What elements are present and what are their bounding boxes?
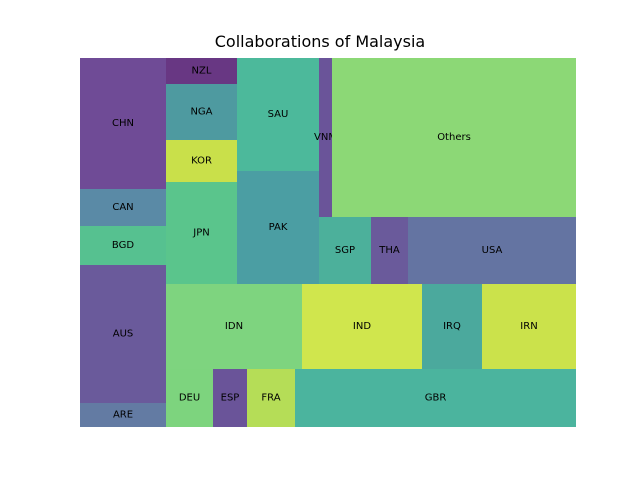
treemap-cell-irq: IRQ [422,284,482,369]
treemap-cell-nga: NGA [166,84,237,140]
treemap-label-irn: IRN [520,321,537,332]
treemap-rect-deu [166,369,213,427]
treemap-cell-vnm: VNM [314,58,337,217]
treemap-cell-bgd: BGD [80,226,166,265]
treemap-rect-nzl [166,58,237,84]
treemap-rect-sgp [319,217,371,284]
treemap-rect-chn [80,58,166,189]
treemap-rect-can [80,189,166,226]
treemap-label-jpn: JPN [192,228,209,239]
treemap-cell-nzl: NZL [166,58,237,84]
treemap-label-esp: ESP [221,393,240,404]
treemap-label-sgp: SGP [335,245,355,256]
treemap-label-are: ARE [113,410,133,421]
treemap-label-pak: PAK [269,222,288,233]
treemap-cell-are: ARE [80,403,166,427]
treemap-label-can: CAN [112,202,133,213]
treemap-rect-sau [237,58,319,171]
treemap-label-chn: CHN [112,118,134,129]
treemap-cell-chn: CHN [80,58,166,189]
treemap-label-aus: AUS [113,329,134,340]
treemap-rect-kor [166,140,237,182]
chart-title: Collaborations of Malaysia [214,32,426,51]
treemap-cell-others: Others [332,58,576,217]
treemap-rect-bgd [80,226,166,265]
treemap-rect-are [80,403,166,427]
treemap-cell-fra: FRA [247,369,295,427]
treemap-rect-gbr [295,369,576,427]
treemap-cell-gbr: GBR [295,369,576,427]
treemap-label-nzl: NZL [192,66,212,77]
treemap-label-bgd: BGD [112,240,134,251]
treemap-cell-deu: DEU [166,369,213,427]
treemap-label-tha: THA [378,245,400,256]
treemap-cell-kor: KOR [166,140,237,182]
treemap-rect-fra [247,369,295,427]
treemap-cell-usa: USA [408,217,576,284]
treemap-cell-tha: THA [371,217,408,284]
treemap-rect-aus [80,265,166,403]
treemap-rect-nga [166,84,237,140]
treemap-cell-jpn: JPN [166,182,237,284]
treemap-label-sau: SAU [268,109,289,120]
treemap-rect-irn [482,284,576,369]
treemap-rect-usa [408,217,576,284]
treemap-cell-idn: IDN [166,284,302,369]
treemap-label-usa: USA [482,245,503,256]
treemap-label-kor: KOR [191,156,212,167]
treemap-cell-esp: ESP [213,369,247,427]
treemap-cell-aus: AUS [80,265,166,403]
treemap-cell-irn: IRN [482,284,576,369]
treemap-label-gbr: GBR [425,393,447,404]
treemap-rect-others [332,58,576,217]
treemap-rect-pak [237,171,319,284]
treemap-label-nga: NGA [190,107,212,118]
treemap-label-irq: IRQ [443,321,461,332]
treemap-cell-pak: PAK [237,171,319,284]
treemap-rect-irq [422,284,482,369]
treemap-cell-sgp: SGP [319,217,371,284]
treemap-label-idn: IDN [225,321,243,332]
treemap-label-fra: FRA [261,393,280,404]
treemap-rect-tha [371,217,408,284]
treemap-rect-vnm [319,58,332,217]
treemap-label-ind: IND [353,321,371,332]
treemap-cell-sau: SAU [237,58,319,171]
treemap-label-vnm: VNM [314,132,337,143]
treemap-rect-esp [213,369,247,427]
treemap-label-deu: DEU [179,393,200,404]
treemap-cell-can: CAN [80,189,166,226]
treemap-cell-ind: IND [302,284,422,369]
treemap-rect-ind [302,284,422,369]
treemap-rect-jpn [166,182,237,284]
treemap-rect-idn [166,284,302,369]
treemap-label-others: Others [437,132,471,143]
